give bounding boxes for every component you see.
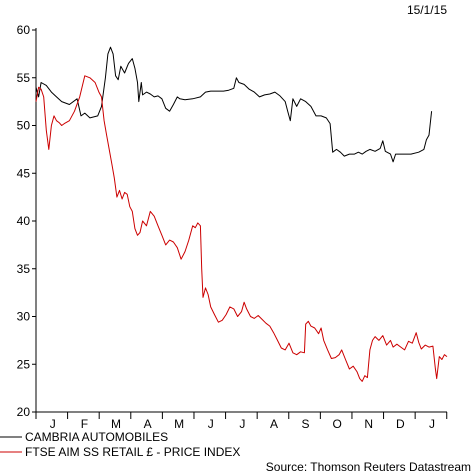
x-tick-label: D [396, 417, 405, 431]
x-tick-label: J [208, 417, 214, 431]
y-tick-label: 60 [17, 23, 31, 37]
x-tick-label: M [174, 417, 184, 431]
x-tick-label: F [81, 417, 88, 431]
x-tick-label: A [270, 417, 278, 431]
y-axis: 20 25 30 35 40 45 50 55 60 [17, 23, 37, 419]
x-tick-label: M [111, 417, 121, 431]
series-lines [35, 46, 448, 382]
x-tick-label: J [239, 417, 245, 431]
x-tick-label: J [429, 417, 435, 431]
series-line-0 [35, 46, 433, 163]
x-tick-label: O [332, 417, 341, 431]
y-tick-label: 40 [17, 214, 31, 228]
chart-date: 15/1/15 [407, 3, 447, 17]
y-tick-label: 45 [17, 166, 31, 180]
legend: CAMBRIA AUTOMOBILES FTSE AIM SS RETAIL £… [0, 430, 240, 459]
series-line-1 [35, 75, 448, 382]
x-tick-label: A [144, 417, 152, 431]
x-tick-label: N [364, 417, 373, 431]
y-tick-label: 35 [17, 262, 31, 276]
y-tick-label: 20 [17, 405, 31, 419]
y-tick-label: 30 [17, 310, 31, 324]
legend-label-0: CAMBRIA AUTOMOBILES [25, 430, 168, 444]
legend-label-1: FTSE AIM SS RETAIL £ - PRICE INDEX [25, 445, 240, 459]
x-tick-label: S [302, 417, 310, 431]
y-tick-label: 55 [17, 71, 31, 85]
y-tick-label: 25 [17, 357, 31, 371]
y-tick-label: 50 [17, 119, 31, 133]
x-tick-label: J [50, 417, 56, 431]
source-note: Source: Thomson Reuters Datastream [266, 460, 471, 474]
